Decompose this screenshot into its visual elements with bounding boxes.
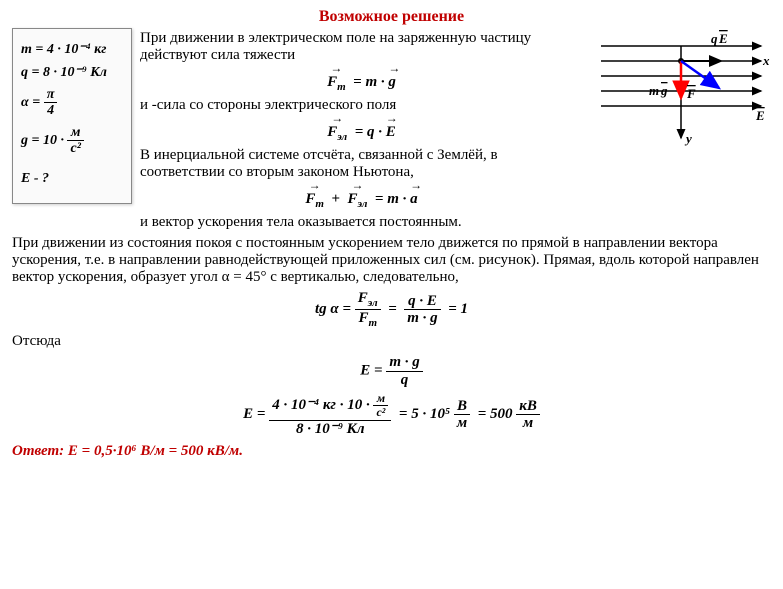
f2-q: q: [367, 124, 375, 140]
given-g: g = 10 · мс²: [21, 125, 123, 157]
alpha-lhs: α =: [21, 95, 40, 110]
answer-line: Ответ: E = 0,5·10⁶ В/м = 500 кВ/м.: [12, 443, 771, 460]
tga-res: = 1: [448, 301, 468, 317]
E2-mid: = 5 · 10⁵: [399, 406, 450, 422]
force-diagram: q E x m g F E y: [591, 28, 771, 153]
given-box: m = 4 · 10⁻⁴ кг q = 8 · 10⁻⁹ Кл α = π4 g…: [12, 28, 132, 204]
para-2: и -сила со стороны электрического поля: [140, 97, 583, 114]
svg-text:E: E: [718, 31, 728, 46]
solution-title: Возможное решение: [12, 8, 771, 26]
E2-nf-d: с²: [373, 406, 388, 419]
svg-text:g: g: [660, 83, 668, 98]
top-row: m = 4 · 10⁻⁴ кг q = 8 · 10⁻⁹ Кл α = π4 g…: [12, 28, 771, 233]
f1-g: g: [388, 68, 396, 91]
f2-F: F: [327, 124, 337, 140]
E1-num: m · g: [386, 354, 422, 372]
f3-F1: F: [305, 191, 315, 207]
f3-a: a: [410, 185, 418, 208]
E2-end-d: м: [516, 415, 540, 432]
tga-d1s: т: [368, 317, 377, 329]
E1-lhs: E =: [360, 363, 382, 379]
g-lhs: g = 10 ·: [21, 133, 64, 148]
svg-text:m: m: [649, 83, 659, 98]
svg-text:y: y: [684, 131, 692, 146]
formula-tga: tg α = Fэл Fт = q · E m · g = 1: [12, 290, 771, 329]
E2-mid-d: м: [454, 415, 470, 432]
para-6: Отсюда: [12, 333, 771, 350]
tga-lhs: tg α =: [315, 301, 351, 317]
f3-F1sub: т: [315, 198, 324, 210]
f2-sub: эл: [337, 131, 347, 143]
alpha-den: 4: [44, 103, 58, 118]
svg-text:q: q: [711, 31, 718, 46]
E2-lhs: E =: [243, 406, 265, 422]
para-4: и вектор ускорения тела оказывается пост…: [140, 214, 583, 231]
g-den: с²: [67, 141, 83, 156]
tga-d1F: F: [358, 310, 368, 326]
f3-m: m: [387, 191, 399, 207]
formula-gravity: Fт = m · g: [140, 68, 583, 93]
given-m: m = 4 · 10⁻⁴ кг: [21, 41, 123, 58]
alpha-num: π: [44, 87, 58, 103]
E2-mid-n: В: [454, 398, 470, 416]
svg-text:x: x: [762, 53, 770, 68]
para-1: При движении в электрическом поле на зар…: [140, 30, 583, 64]
formula-electric: Fэл = q · E: [140, 118, 583, 143]
given-alpha: α = π4: [21, 87, 123, 119]
E2-end: = 500: [478, 406, 513, 422]
E2-den: 8 · 10⁻⁹ Кл: [269, 421, 391, 438]
f1-m: m: [365, 74, 377, 90]
tga-n2: q · E: [404, 293, 440, 311]
svg-text:F: F: [686, 86, 696, 101]
E2-num: 4 · 10⁻⁴ кг · 10 ·: [272, 397, 370, 413]
given-q: q = 8 · 10⁻⁹ Кл: [21, 64, 123, 81]
formula-E1: E = m · g q: [12, 354, 771, 388]
E1-den: q: [386, 372, 422, 389]
tga-d2: m · g: [404, 310, 440, 327]
tga-n1F: F: [358, 290, 368, 306]
solution-body: При движении в электрическом поле на зар…: [140, 28, 583, 233]
g-num: м: [67, 125, 83, 141]
E2-nf-n: м: [373, 392, 388, 406]
para-3: В инерциальной системе отсчёта, связанно…: [140, 147, 583, 181]
given-E: E - ?: [21, 171, 123, 187]
f2-E: E: [386, 118, 396, 141]
f1-sub: т: [337, 81, 346, 93]
tga-n1s: эл: [368, 297, 378, 309]
formula-E2: E = 4 · 10⁻⁴ кг · 10 · мс² 8 · 10⁻⁹ Кл =…: [12, 392, 771, 437]
f3-F2sub: эл: [357, 198, 367, 210]
svg-text:E: E: [755, 108, 765, 123]
f1-F: F: [327, 74, 337, 90]
formula-newton: Fт + Fэл = m · a: [140, 185, 583, 210]
f3-F2: F: [347, 191, 357, 207]
para-5: При движении из состояния покоя с постоя…: [12, 235, 771, 286]
E2-end-n: кВ: [516, 398, 540, 416]
